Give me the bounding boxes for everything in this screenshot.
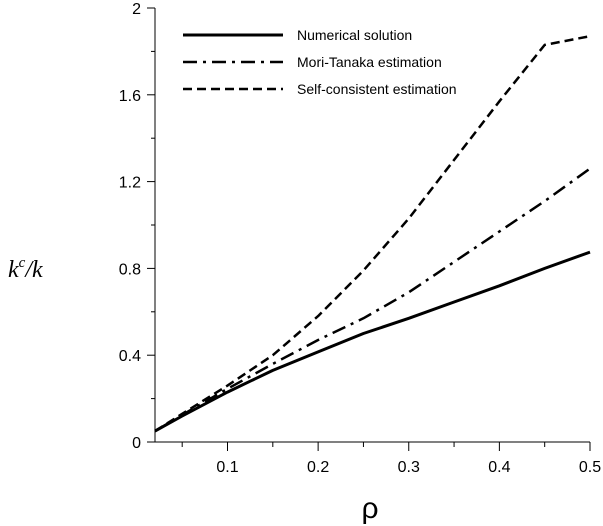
x-tick-label: 0.3 [398, 459, 420, 476]
legend: Numerical solution Mori-Tanaka estimation… [183, 27, 457, 97]
y-tick-label: 0.8 [119, 261, 141, 278]
legend-label: Self-consistent estimation [297, 81, 457, 97]
legend-label: Numerical solution [297, 27, 412, 43]
y-tick-label: 1.6 [119, 88, 141, 105]
ticks: 0 0.4 0.8 1.2 1.6 2 0.1 0.2 0.3 0.4 0.5 [119, 1, 601, 476]
legend-label: Mori-Tanaka estimation [297, 54, 442, 70]
y-tick-label: 1.2 [119, 175, 141, 192]
x-tick-label: 0.1 [216, 459, 238, 476]
y-tick-label: 0.4 [119, 348, 141, 365]
y-tick-label: 0 [132, 435, 141, 452]
series-line-2 [154, 167, 591, 433]
series-line-3 [154, 34, 591, 433]
y-axis-label-den: /k [23, 257, 43, 283]
series-layer [154, 34, 591, 433]
y-axis-label-main: k [8, 257, 19, 283]
series-line-1 [154, 250, 591, 433]
x-tick-label: 0.4 [488, 459, 510, 476]
x-tick-label: 0.5 [579, 459, 601, 476]
x-axis-label: ρ [361, 492, 378, 525]
y-tick-label: 2 [132, 1, 141, 18]
axes [154, 8, 590, 443]
y-axis-label-sup: c [19, 255, 26, 271]
x-tick-label: 0.2 [307, 459, 329, 476]
y-axis-label: kc/k [8, 255, 43, 283]
